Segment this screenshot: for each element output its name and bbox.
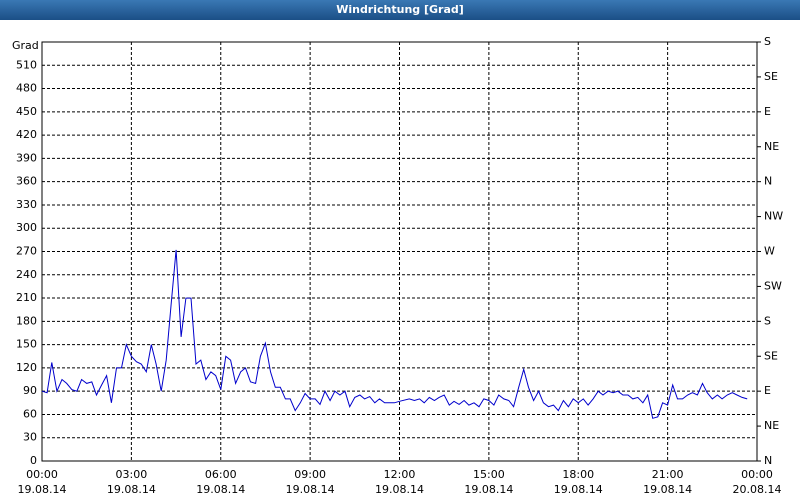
y-tick-label: 420 <box>16 128 37 141</box>
y-tick-label: 150 <box>16 338 37 351</box>
y-tick-label: 360 <box>16 175 37 188</box>
y-tick-label: 0 <box>30 454 37 467</box>
x-tick-date: 19.08.14 <box>554 483 603 496</box>
y-tick-label: 480 <box>16 82 37 95</box>
y-tick-label: 390 <box>16 151 37 164</box>
x-tick-label: 00:00 <box>26 468 58 481</box>
x-tick-label: 03:00 <box>116 468 148 481</box>
y-tick-label: 330 <box>16 198 37 211</box>
y-tick-label: 120 <box>16 361 37 374</box>
x-tick-date: 19.08.14 <box>196 483 245 496</box>
x-tick-date: 20.08.14 <box>733 483 782 496</box>
y2-tick-label: N <box>764 454 772 467</box>
y2-tick-label: E <box>764 384 771 397</box>
x-tick-date: 19.08.14 <box>18 483 67 496</box>
x-tick-date: 19.08.14 <box>286 483 335 496</box>
x-tick-label: 12:00 <box>384 468 416 481</box>
y-axis-label: Grad <box>12 39 39 52</box>
chart: Grad 0 30 60 90 120 150 180 210 240 270 300 330 360 3… <box>12 35 783 496</box>
data-line <box>41 249 748 419</box>
y2-tick-label: SE <box>764 349 778 362</box>
x-tick-date: 19.08.14 <box>643 483 692 496</box>
y2-tick-label: NW <box>764 210 783 223</box>
x-tick-label: 15:00 <box>473 468 505 481</box>
x-tick-date: 19.08.14 <box>375 483 424 496</box>
x-tick-label: 21:00 <box>652 468 684 481</box>
y2-tick-label: S <box>764 314 771 327</box>
x-tick-date: 19.08.14 <box>464 483 513 496</box>
y-tick-label: 30 <box>23 431 37 444</box>
x-tick-label: 09:00 <box>294 468 326 481</box>
y-tick-label: 210 <box>16 291 37 304</box>
y2-tick-label: W <box>764 245 775 258</box>
y-tick-label: 60 <box>23 407 37 420</box>
y2-tick-label: SW <box>764 279 782 292</box>
x-tick-label: 06:00 <box>205 468 237 481</box>
y-tick-label: 240 <box>16 268 37 281</box>
x-tick-label: 18:00 <box>562 468 594 481</box>
y2-tick-label: NE <box>764 140 779 153</box>
x-tick-label: 00:00 <box>741 468 773 481</box>
title-bar: Windrichtung [Grad] <box>0 0 800 20</box>
y-tick-label: 180 <box>16 314 37 327</box>
y2-tick-label: SE <box>764 70 778 83</box>
y-tick-label: 300 <box>16 221 37 234</box>
y2-tick-label: NE <box>764 419 779 432</box>
y-tick-label: 510 <box>16 58 37 71</box>
y2-tick-label: N <box>764 175 772 188</box>
y-tick-label: 450 <box>16 105 37 118</box>
x-tick-date: 19.08.14 <box>107 483 156 496</box>
y-tick-label: 90 <box>23 384 37 397</box>
y2-tick-label: E <box>764 105 771 118</box>
y-tick-label: 270 <box>16 245 37 258</box>
y2-tick-label: S <box>764 35 771 48</box>
